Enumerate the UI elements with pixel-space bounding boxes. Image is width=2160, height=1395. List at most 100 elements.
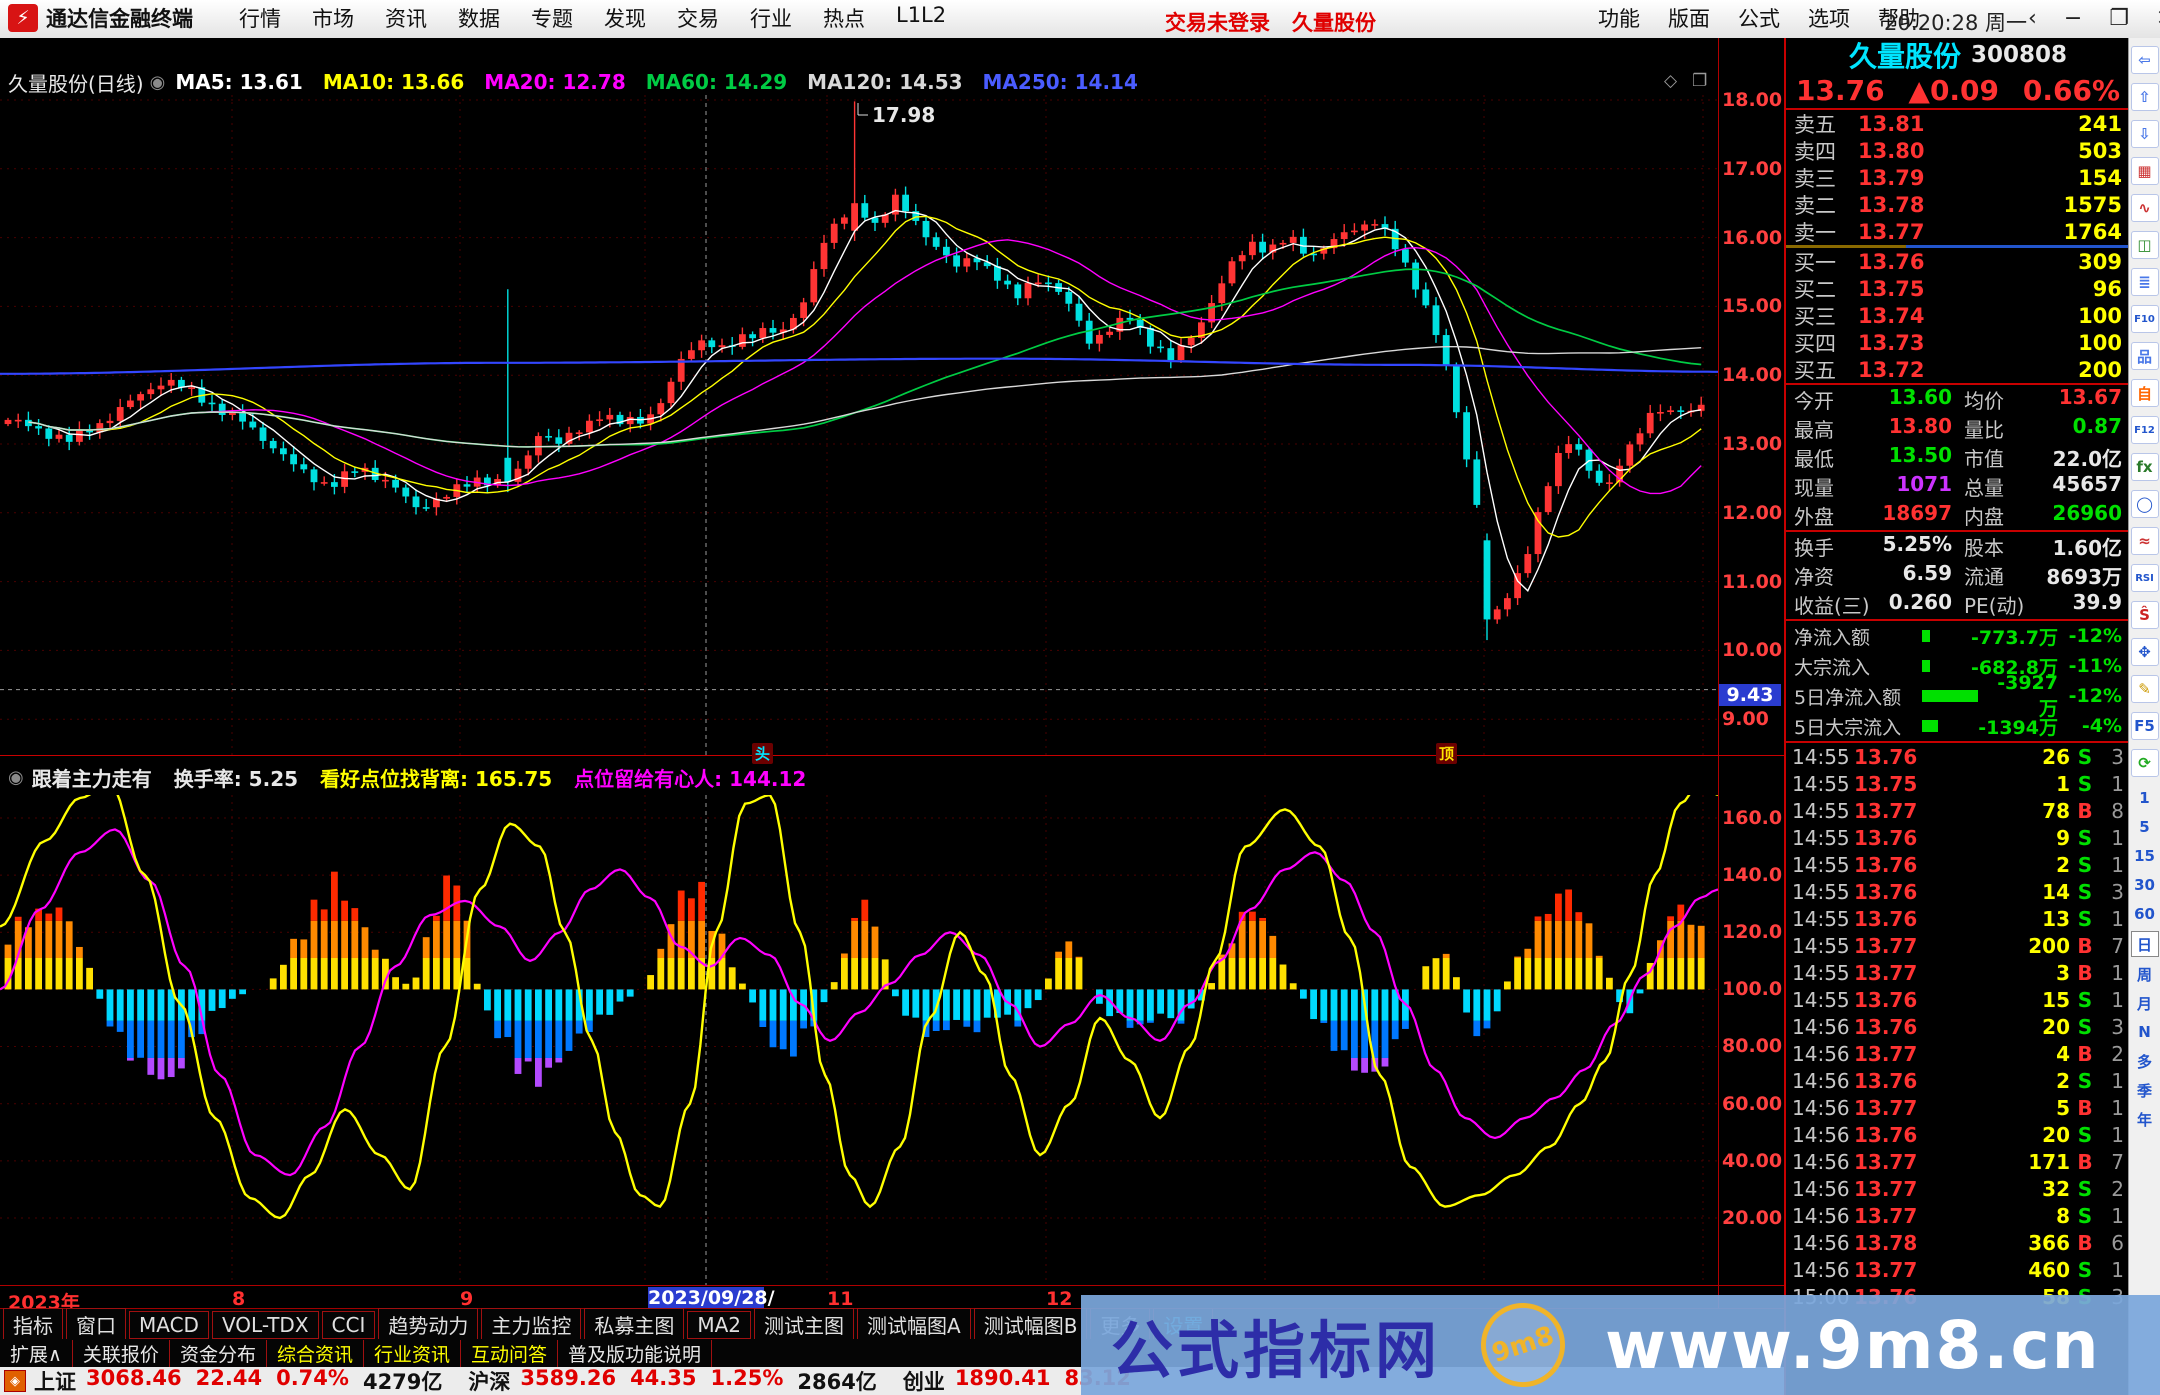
rsi-icon[interactable]: RSI: [2130, 564, 2159, 592]
waves-icon[interactable]: ≈: [2130, 527, 2159, 555]
strip-period-15[interactable]: 15: [2134, 847, 2155, 865]
watchlist-icon[interactable]: 自: [2130, 379, 2159, 407]
strip-period-多[interactable]: 多: [2136, 1052, 2152, 1071]
tick-list[interactable]: 14:55 13.76 26 S 3 14:55 13.75 1 S 1 14:55 13.77 78 B…: [1786, 743, 2130, 1310]
window-close-button[interactable]: ✕: [2156, 6, 2160, 31]
tab2-关联报价[interactable]: 关联报价: [73, 1339, 170, 1367]
menubar-right-item-1[interactable]: 版面: [1668, 7, 1710, 31]
tab-MACD[interactable]: MACD: [129, 1310, 209, 1339]
tab-CCI[interactable]: CCI: [321, 1310, 376, 1339]
ring-icon[interactable]: ◯: [2130, 490, 2159, 518]
tick-volume: 4: [2056, 1041, 2070, 1066]
info-label: 总量: [1964, 476, 2004, 500]
order-book-row: 买一 13.76 309: [1786, 248, 2130, 275]
f5-icon[interactable]: F5: [2130, 712, 2159, 740]
menubar-right-item-3[interactable]: 选项: [1808, 7, 1850, 31]
index-value: 3589.26: [520, 1366, 617, 1390]
refresh-icon[interactable]: ⟳: [2130, 749, 2159, 777]
tick-volume: 5: [2056, 1095, 2070, 1120]
tab-测试主图[interactable]: 测试主图: [754, 1308, 855, 1341]
tab-指标[interactable]: 指标: [3, 1308, 63, 1341]
tab-私募主图[interactable]: 私募主图: [584, 1308, 685, 1341]
tab-VOL-TDX[interactable]: VOL-TDX: [211, 1310, 319, 1339]
tab-MA2[interactable]: MA2: [687, 1310, 752, 1339]
strip-period-30[interactable]: 30: [2134, 876, 2155, 894]
tick-time: 14:56: [1792, 1257, 1850, 1282]
tab2-资金分布[interactable]: 资金分布: [170, 1339, 267, 1367]
diamond-icon[interactable]: ◇: [1664, 71, 1678, 91]
quote-info-cell: 总量 45657: [1964, 472, 2122, 501]
menubar-item-4[interactable]: 专题: [531, 7, 573, 31]
tab2-综合资讯[interactable]: 综合资讯: [267, 1339, 364, 1367]
tick-count: 1: [2111, 1122, 2124, 1147]
tab-测试幅图B[interactable]: 测试幅图B: [973, 1308, 1088, 1341]
kline-icon[interactable]: ◫: [2130, 231, 2159, 259]
pencil-icon[interactable]: ✎: [2130, 675, 2159, 703]
crosshair-price-label: 9.43: [1719, 684, 1781, 706]
strip-period-60[interactable]: 60: [2134, 905, 2155, 923]
tick-side: S: [2077, 1176, 2093, 1201]
tick-side: S: [2077, 852, 2093, 877]
news-icon[interactable]: ≣: [2130, 268, 2159, 296]
up-arrow-icon[interactable]: ⇧: [2130, 83, 2159, 111]
down-arrow-icon[interactable]: ⇩: [2130, 120, 2159, 148]
money-flow-row: 5日大宗流入 -1394万 -4%: [1786, 711, 2130, 741]
tick-time: 14:56: [1792, 1149, 1850, 1174]
info-label: 净资: [1794, 565, 1834, 589]
tab2-扩展∧[interactable]: 扩展∧: [0, 1339, 73, 1367]
window-minimize-button[interactable]: −: [2063, 5, 2083, 31]
menubar-item-5[interactable]: 发现: [604, 7, 646, 31]
window-back-button[interactable]: ‹: [2028, 5, 2037, 31]
menubar-item-1[interactable]: 市场: [312, 7, 354, 31]
tab-趋势动力[interactable]: 趋势动力: [378, 1308, 479, 1341]
strip-period-1[interactable]: 1: [2139, 789, 2150, 807]
formula-icon[interactable]: fx: [2130, 453, 2159, 481]
tab-窗口[interactable]: 窗口: [66, 1308, 126, 1341]
f12-icon[interactable]: F12: [2130, 416, 2159, 444]
quote-stock-header: 久量股份 300808: [1786, 38, 2130, 73]
menubar-item-3[interactable]: 数据: [458, 7, 500, 31]
menubar-item-7[interactable]: 行业: [750, 7, 792, 31]
strip-period-月[interactable]: 月: [2136, 994, 2152, 1013]
structure-icon[interactable]: 品: [2130, 342, 2159, 370]
short-icon[interactable]: Ŝ: [2130, 601, 2159, 629]
menubar-right-item-0[interactable]: 功能: [1598, 7, 1640, 31]
tab2-互动问答[interactable]: 互动问答: [461, 1339, 558, 1367]
menubar-item-6[interactable]: 交易: [677, 7, 719, 31]
f10-icon[interactable]: F10: [2130, 305, 2159, 333]
active-stock-shortcut[interactable]: 久量股份: [1292, 11, 1376, 35]
menubar-right-item-2[interactable]: 公式: [1738, 7, 1780, 31]
indicator-collapse-icon[interactable]: ◉: [8, 767, 24, 788]
market-status-icon[interactable]: ◈: [4, 1370, 26, 1392]
menubar-item-2[interactable]: 资讯: [385, 7, 427, 31]
collapse-icon[interactable]: ◉: [149, 71, 166, 93]
strip-period-周[interactable]: 周: [2136, 965, 2152, 984]
tab2-行业资讯[interactable]: 行业资讯: [364, 1339, 461, 1367]
menubar-item-8[interactable]: 热点: [823, 7, 865, 31]
buy-queue: 买一 13.76 309 买二 13.75 96 买三 13.74 100 买四 13.73 100 买…: [1786, 248, 2130, 383]
strip-period-年[interactable]: 年: [2136, 1110, 2152, 1129]
window-restore-button[interactable]: ❐: [2109, 5, 2129, 31]
holdings-grid-icon[interactable]: ▦: [2130, 157, 2159, 185]
quote-info-cell: 今开 13.60: [1794, 385, 1952, 414]
menubar-item-9[interactable]: L1L2: [896, 3, 947, 27]
back-arrow-icon[interactable]: ⇦: [2130, 46, 2159, 74]
indicator-chart[interactable]: [0, 795, 1718, 1285]
menubar-item-0[interactable]: 行情: [239, 7, 281, 31]
trend-line-icon[interactable]: ∿: [2130, 194, 2159, 222]
strip-period-季[interactable]: 季: [2136, 1081, 2152, 1100]
strip-period-5[interactable]: 5: [2139, 818, 2150, 836]
menubar-right-item-4[interactable]: 帮助: [1878, 7, 1920, 31]
candlestick-chart[interactable]: 17.98: [0, 95, 1718, 755]
index-label: 沪深: [468, 1370, 511, 1394]
login-status[interactable]: 交易未登录: [1165, 11, 1270, 35]
window-icon[interactable]: ❐: [1692, 71, 1708, 91]
info-value: 8693万: [2046, 565, 2122, 589]
info-value: 5.25%: [1882, 532, 1952, 556]
tab2-普及版功能说明[interactable]: 普及版功能说明: [558, 1339, 713, 1367]
move-icon[interactable]: ✥: [2130, 638, 2159, 666]
strip-period-N[interactable]: N: [2138, 1023, 2151, 1041]
strip-period-日[interactable]: 日: [2130, 931, 2159, 957]
tab-测试幅图A[interactable]: 测试幅图A: [857, 1308, 971, 1341]
tab-主力监控[interactable]: 主力监控: [481, 1308, 582, 1341]
